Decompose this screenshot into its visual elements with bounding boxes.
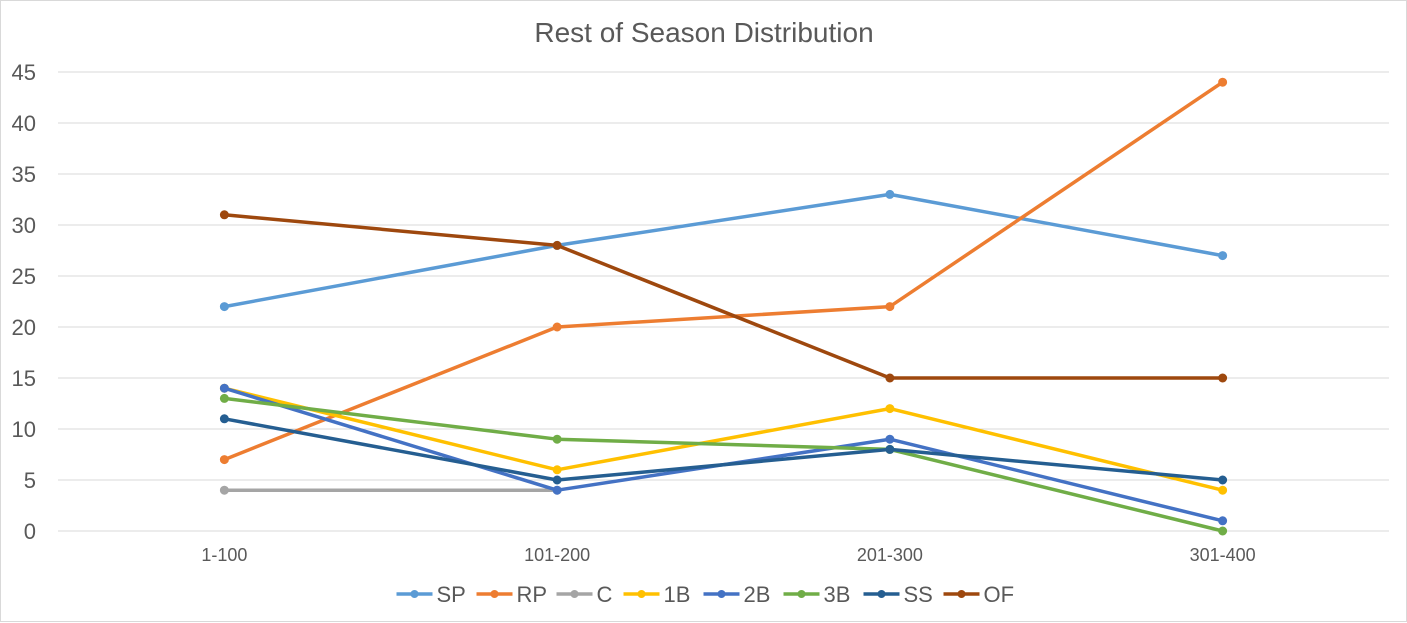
y-tick-label: 45: [12, 60, 36, 85]
legend-label: OF: [984, 582, 1015, 607]
y-tick-label: 20: [12, 315, 36, 340]
series-ss: [219, 414, 1228, 485]
legend-item-2b: 2B: [703, 582, 771, 607]
legend-label: C: [597, 582, 613, 607]
legend-item-1b: 1B: [623, 582, 691, 607]
x-axis-ticks: 1-100 101-200 201-300 301-400: [201, 545, 1255, 565]
series-line-rp: [222, 80, 1225, 462]
data-point-1b: [1218, 485, 1228, 495]
data-point-3b: [1218, 526, 1228, 536]
legend-swatch-marker: [797, 590, 806, 598]
y-tick-label: 0: [24, 519, 36, 544]
data-point-2b: [552, 485, 562, 495]
x-tick-label: 301-400: [1190, 545, 1256, 565]
y-tick-label: 10: [12, 417, 36, 442]
legend-item-3b: 3B: [783, 582, 851, 607]
legend-item-of: OF: [943, 582, 1015, 607]
data-point-rp: [219, 455, 229, 465]
y-tick-label: 5: [24, 468, 36, 493]
chart-title: Rest of Season Distribution: [534, 17, 873, 48]
series-line-ss: [222, 417, 1225, 482]
data-point-2b: [1218, 516, 1228, 526]
series-rp: [219, 77, 1228, 465]
x-tick-label: 201-300: [857, 545, 923, 565]
data-point-of: [885, 373, 895, 383]
data-point-ss: [552, 475, 562, 485]
legend-item-rp: RP: [476, 582, 548, 607]
series-c: [219, 485, 562, 495]
series-line-sp: [222, 192, 1225, 309]
data-point-1b: [885, 404, 895, 414]
legend-item-c: C: [556, 582, 613, 607]
data-point-sp: [885, 189, 895, 199]
legend-swatch-marker: [410, 590, 419, 598]
data-point-2b: [885, 434, 895, 444]
legend-label: 3B: [824, 582, 851, 607]
data-point-rp: [552, 322, 562, 332]
data-point-rp: [885, 302, 895, 312]
legend-item-ss: SS: [863, 582, 933, 607]
series-line-of: [222, 213, 1225, 380]
y-tick-label: 25: [12, 264, 36, 289]
data-point-3b: [552, 434, 562, 444]
legend-label: RP: [517, 582, 548, 607]
data-point-c: [219, 485, 229, 495]
legend-swatch-marker: [717, 590, 726, 598]
legend-swatch-marker: [490, 590, 499, 598]
y-tick-label: 40: [12, 111, 36, 136]
legend-label: 1B: [664, 582, 691, 607]
legend-label: SP: [437, 582, 466, 607]
data-point-sp: [219, 302, 229, 312]
data-point-of: [219, 210, 229, 220]
series-of: [219, 210, 1228, 383]
x-tick-label: 101-200: [524, 545, 590, 565]
y-tick-label: 30: [12, 213, 36, 238]
legend: SP RP C 1B 2B 3B SS OF: [396, 582, 1015, 607]
y-axis-ticks: 0 5 10 15 20 25 30 35 40 45: [12, 60, 36, 544]
data-point-sp: [1218, 251, 1228, 261]
series-lines: [219, 77, 1228, 536]
y-tick-label: 15: [12, 366, 36, 391]
y-tick-label: 35: [12, 162, 36, 187]
data-point-ss: [885, 444, 895, 454]
data-point-1b: [552, 465, 562, 475]
series-sp: [219, 189, 1228, 312]
data-point-ss: [1218, 475, 1228, 485]
legend-swatch-marker: [957, 590, 966, 598]
data-point-of: [1218, 373, 1228, 383]
x-tick-label: 1-100: [201, 545, 247, 565]
data-point-of: [552, 240, 562, 250]
legend-label: 2B: [744, 582, 771, 607]
data-point-2b: [219, 383, 229, 393]
series-line-3b: [222, 396, 1225, 533]
legend-swatch-marker: [637, 590, 646, 598]
data-point-ss: [219, 414, 229, 424]
legend-swatch-marker: [570, 590, 579, 598]
data-point-3b: [219, 393, 229, 403]
legend-item-sp: SP: [396, 582, 466, 607]
legend-swatch-marker: [877, 590, 886, 598]
series-line-1b: [222, 386, 1225, 492]
data-point-rp: [1218, 77, 1228, 87]
legend-label: SS: [904, 582, 933, 607]
